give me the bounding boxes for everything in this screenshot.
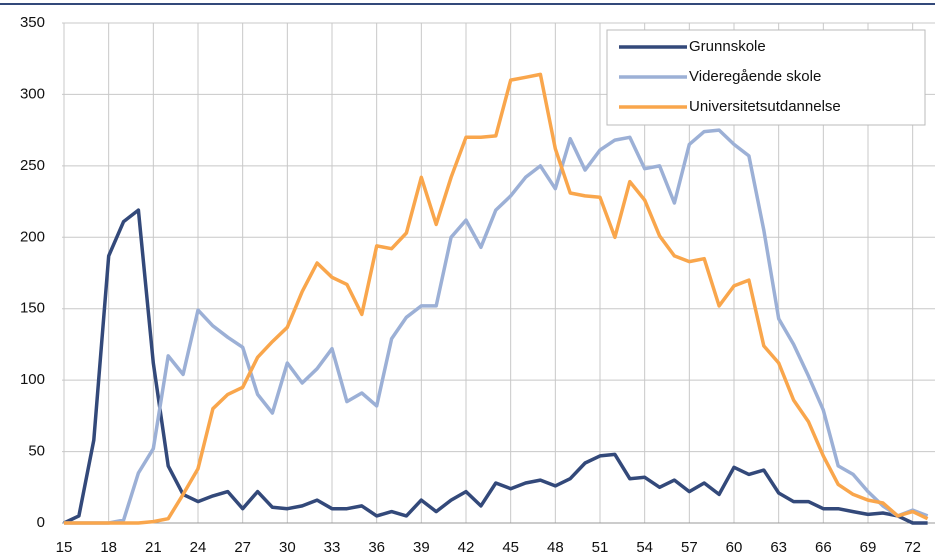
x-tick-label: 27 — [234, 539, 251, 556]
y-tick-label: 100 — [20, 371, 45, 388]
series-line — [64, 128, 929, 525]
series-line — [64, 72, 929, 525]
x-tick-label: 15 — [56, 539, 73, 556]
y-tick-label: 50 — [28, 443, 45, 460]
series-line — [63, 208, 928, 525]
x-tick-label: 36 — [368, 539, 385, 556]
x-tick-label: 69 — [860, 539, 877, 556]
x-tick-label: 33 — [324, 539, 341, 556]
y-tick-label: 300 — [20, 85, 45, 102]
x-tick-label: 51 — [592, 539, 609, 556]
y-tick-label: 200 — [20, 228, 45, 245]
x-tick-label: 21 — [145, 539, 162, 556]
x-tick-label: 66 — [815, 539, 832, 556]
x-tick-label: 42 — [458, 539, 475, 556]
x-tick-label: 45 — [502, 539, 519, 556]
x-tick-label: 57 — [681, 539, 698, 556]
x-tick-label: 63 — [770, 539, 787, 556]
y-tick-label: 250 — [20, 157, 45, 174]
x-tick-label: 72 — [904, 539, 921, 556]
x-tick-label: 18 — [100, 539, 117, 556]
y-tick-label: 0 — [37, 514, 45, 531]
x-tick-label: 39 — [413, 539, 430, 556]
legend-label: Grunnskole — [689, 38, 766, 55]
y-tick-label: 350 — [20, 14, 45, 31]
x-tick-label: 48 — [547, 539, 564, 556]
x-tick-label: 60 — [726, 539, 743, 556]
x-tick-label: 30 — [279, 539, 296, 556]
legend-label: Universitetsutdannelse — [689, 98, 841, 115]
y-tick-label: 150 — [20, 300, 45, 317]
legend-label: Videregående skole — [689, 68, 821, 85]
x-tick-label: 54 — [636, 539, 653, 556]
x-tick-label: 24 — [190, 539, 207, 556]
legend: Grunnskole Videregående skole Universitets… — [606, 29, 926, 126]
